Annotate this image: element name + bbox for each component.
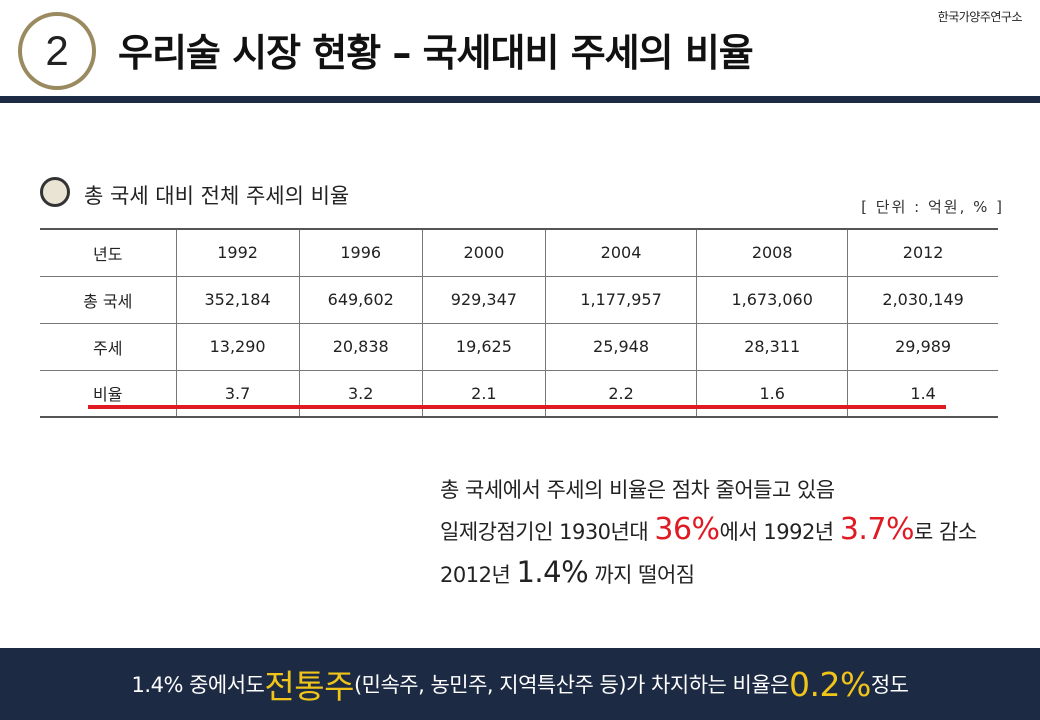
- table-cell: 19,625: [421, 322, 546, 371]
- table-cell: 929,347: [421, 275, 546, 324]
- table-row: 총 국세 352,184 649,602 929,347 1,177,957 1…: [40, 275, 998, 324]
- header-divider: [0, 96, 1040, 103]
- footer-text: 정도: [870, 673, 909, 697]
- table-row-label: 비율: [40, 369, 177, 418]
- tax-ratio-table: 년도 1992 1996 2000 2004 2008 2012 총 국세 35…: [40, 228, 998, 418]
- footer-highlight: 전통주: [264, 667, 354, 706]
- summary-text: 총 국세에서 주세의 비율은 점차 줄어들고 있음 일제강점기인 1930년대 …: [440, 470, 977, 595]
- table-header-cell: 1992: [175, 228, 300, 277]
- table-header-cell: 2012: [847, 228, 998, 277]
- footer-banner: 1.4% 중에서도 전통주 (민속주, 농민주, 지역특산주 등)가 차지하는 …: [0, 648, 1040, 720]
- table-cell: 2,030,149: [847, 275, 998, 324]
- summary-line: 일제강점기인 1930년대 36%에서 1992년 3.7%로 감소: [440, 510, 977, 552]
- ratio-row-underline: [88, 405, 946, 409]
- table-header-cell: 1996: [298, 228, 423, 277]
- emphasis-percent: 1.4%: [516, 555, 589, 589]
- table-header-cell: 2008: [696, 228, 849, 277]
- table-cell: 3.2: [298, 369, 423, 418]
- table-row: 주세 13,290 20,838 19,625 25,948 28,311 29…: [40, 322, 998, 371]
- summary-line-text: 까지 떨어짐: [588, 563, 695, 587]
- table-cell: 1.4: [847, 369, 998, 418]
- table-row: 비율 3.7 3.2 2.1 2.2 1.6 1.4: [40, 369, 998, 418]
- highlight-percent: 3.7%: [839, 512, 915, 547]
- circle-bullet-icon: [40, 177, 70, 207]
- footer-highlight: 0.2%: [788, 664, 871, 704]
- summary-line: 총 국세에서 주세의 비율은 점차 줄어들고 있음: [440, 470, 977, 510]
- table-cell: 1.6: [696, 369, 849, 418]
- table-cell: 649,602: [298, 275, 423, 324]
- table-header-cell: 2000: [421, 228, 546, 277]
- table-cell: 25,948: [544, 322, 698, 371]
- table-cell: 2.1: [421, 369, 546, 418]
- table-header-row: 년도 1992 1996 2000 2004 2008 2012: [40, 228, 998, 277]
- table-row-label: 총 국세: [40, 275, 177, 324]
- footer-text: 1.4% 중에서도: [131, 673, 265, 697]
- table-cell: 352,184: [175, 275, 300, 324]
- section-number: 2: [22, 16, 92, 86]
- table-cell: 20,838: [298, 322, 423, 371]
- table-cell: 28,311: [696, 322, 849, 371]
- summary-line-text: 총 국세에서 주세의 비율은 점차 줄어들고 있음: [440, 478, 835, 502]
- table-cell: 1,177,957: [544, 275, 698, 324]
- table-header-cell: 년도: [40, 228, 177, 277]
- page-title: 우리술 시장 현황 – 국세대비 주세의 비율: [118, 31, 754, 75]
- section-number-badge: 2: [18, 12, 96, 90]
- table-cell: 3.7: [175, 369, 300, 418]
- table-header-cell: 2004: [544, 228, 698, 277]
- summary-line-text: 로 감소: [914, 520, 977, 544]
- brand-label: 한국가양주연구소: [937, 10, 1023, 24]
- table-row-label: 주세: [40, 322, 177, 371]
- table-cell: 13,290: [175, 322, 300, 371]
- unit-label: [ 단위 : 억원, % ]: [861, 198, 1004, 216]
- table-cell: 2.2: [544, 369, 698, 418]
- summary-line-text: 에서 1992년: [719, 520, 840, 544]
- summary-line-text: 2012년: [440, 563, 517, 587]
- table-cell: 1,673,060: [696, 275, 849, 324]
- highlight-percent: 36%: [654, 512, 720, 547]
- summary-line: 2012년 1.4% 까지 떨어짐: [440, 552, 977, 595]
- table-cell: 29,989: [847, 322, 998, 371]
- footer-text: (민속주, 농민주, 지역특산주 등)가 차지하는 비율은: [353, 673, 790, 697]
- summary-line-text: 일제강점기인 1930년대: [440, 520, 655, 544]
- table-title: 총 국세 대비 전체 주세의 비율: [84, 184, 350, 208]
